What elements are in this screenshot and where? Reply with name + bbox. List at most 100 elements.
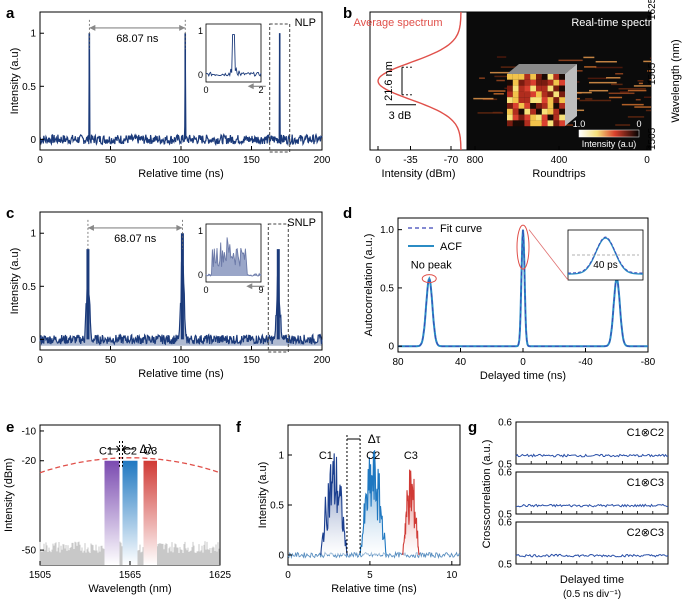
panel-b-block-cell [524, 85, 531, 92]
panel-b-block-cell [553, 91, 560, 98]
panel-b-heat-streak [584, 66, 597, 68]
panel-d-xtick-label: -80 [641, 357, 656, 368]
panel-b-block-cell [559, 108, 565, 115]
panel-b-heat-streak [638, 82, 643, 85]
panel-b-block-cell [547, 79, 554, 86]
panel-b-block-cell [547, 97, 554, 103]
panel-b-block-cell [524, 114, 531, 121]
panel-b-heat-streak [635, 98, 641, 101]
panel-e-channel-label: C3 [143, 446, 157, 458]
panel-b-block-cell [512, 97, 519, 103]
panel-f-channel-label: C1 [319, 450, 333, 462]
panel-b-right-title: Real-time spectrum [571, 17, 666, 29]
panel-b-block-cell [512, 74, 519, 80]
panel-f-channel-C2 [359, 450, 387, 556]
panel-a-xtick-label: 150 [243, 155, 260, 166]
panel-b-heat-streak [649, 57, 651, 59]
panel-b-heat-streak [585, 98, 593, 100]
panel-c-inset-ytick: 1 [198, 226, 203, 236]
panel-b-block-cell [541, 103, 548, 109]
panel-b-heat-streak [618, 88, 646, 90]
panel-letter: e [6, 419, 14, 436]
panel-b-left-xlabel: Intensity (dBm) [382, 168, 456, 180]
panel-a-xlabel: Relative time (ns) [138, 168, 224, 180]
panel-b-block-cell [559, 91, 565, 98]
panel-b-heat-streak [477, 112, 504, 114]
panel-d-ylabel: Autocorrelation (a.u.) [363, 234, 375, 337]
panel-b-block-cell [507, 74, 513, 80]
panel-b-left-xtick-label: 0 [375, 155, 381, 166]
panel-d-legend-fit-label: Fit curve [440, 223, 482, 235]
panel-a-xtick-label: 200 [314, 155, 331, 166]
panel-f-delta-label: Δτ [368, 432, 381, 446]
panel-b-heat-streak [558, 59, 583, 62]
panel-b-ytick-label: 1505 [647, 127, 658, 150]
panel-b-block-cell [512, 79, 519, 86]
panel-g-trace-2 [515, 553, 669, 558]
panel-d-xtick-label: 0 [520, 357, 526, 368]
panel-b-block-cell [530, 120, 536, 127]
panel-c-ytick-label: 1 [30, 229, 36, 240]
panel-f-channel-label: C3 [404, 450, 418, 462]
panel-a-inset-xtick: 0 [203, 85, 208, 95]
panel-b-block-cell [512, 114, 519, 121]
panel-g-1-ytick-label: 0.5 [498, 510, 512, 521]
panel-f-ytick-label: 1 [278, 451, 284, 462]
panel-c-inset-trace [205, 237, 262, 277]
panel-b-block-cell [512, 108, 519, 115]
panel-b-heat-streak [588, 81, 617, 84]
panel-e-channel-C2 [122, 460, 138, 565]
panel-d-legend-acf-label: ACF [440, 241, 462, 253]
panel-b-block-cell [559, 79, 565, 86]
marks-layer [39, 11, 669, 566]
panel-b-heat-streak [609, 96, 623, 99]
panel-g-0-ytick-label: 0.5 [498, 460, 512, 471]
panel-e-channel-label: C1 [99, 446, 113, 458]
panel-b-block-cell [507, 114, 513, 121]
panel-a-ytick-label: 0 [30, 135, 36, 146]
panel-b-heat-streak [606, 77, 621, 79]
panel-b-ytick-label: 1625 [647, 0, 658, 20]
panel-b-heat-streak [627, 116, 645, 118]
panel-f-channel-C3 [402, 469, 420, 556]
panel-b-block-cell [530, 79, 536, 86]
panel-b-ylabel: Wavelength (nm) [670, 39, 682, 122]
panel-d-no-peak-circle [421, 274, 437, 284]
panel-a-arrowhead [179, 24, 186, 31]
panel-a-xtick-label: 50 [105, 155, 117, 166]
panel-c-ylabel: Intensity (a.u) [9, 248, 21, 315]
panel-b-left-title: Average spectrum [353, 17, 442, 29]
panel-b-heat-streak [633, 85, 651, 87]
panel-g-trace-0 [515, 453, 669, 458]
panel-b-left-xtick-label: -35 [403, 155, 418, 166]
panel-b-colorbar [578, 129, 640, 138]
panel-b-heat-streak [500, 66, 529, 68]
panel-b-heat-streak [479, 77, 485, 79]
panel-f-channel-label: C2 [366, 450, 380, 462]
panel-letter: g [468, 419, 477, 436]
panel-c-arrowhead [87, 224, 94, 231]
panel-c-inset-area [206, 237, 261, 276]
panel-b-heat-streak [595, 66, 623, 69]
panel-c-xtick-label: 200 [314, 355, 331, 366]
panel-b-block-cell [541, 79, 548, 86]
panel-c-xtick-label: 150 [243, 355, 260, 366]
panel-b-block-cell [512, 103, 519, 109]
panel-b-block-cell [541, 74, 548, 80]
panel-b-heat-streak [608, 92, 635, 95]
panel-c-arrowhead [176, 224, 183, 231]
panel-f-xlabel: Relative time (ns) [331, 583, 417, 595]
panel-a-ytick-label: 1 [30, 29, 36, 40]
panel-e-envelope [39, 457, 221, 474]
panel-e-xtick-label: 1625 [209, 570, 232, 581]
panel-b-heat-streak [649, 79, 651, 81]
panel-g-label: C1⊗C2 [627, 427, 664, 439]
panel-b-block-cell [518, 91, 525, 98]
panel-a-arrowhead [89, 24, 96, 31]
panel-b-block-cell [547, 103, 554, 109]
panel-b-block-cell [507, 85, 513, 92]
panel-d-no-peak-label: No peak [411, 260, 452, 272]
panel-f-channel-area-C1 [320, 453, 347, 555]
panel-g-0-ytick-label: 0.6 [498, 418, 512, 429]
